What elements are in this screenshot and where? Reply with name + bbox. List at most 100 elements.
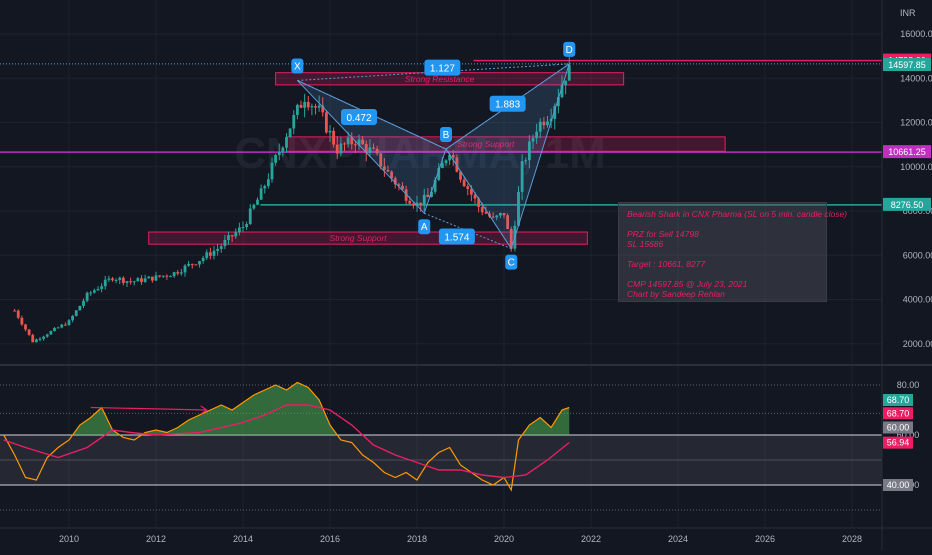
candle-body (535, 131, 539, 139)
ratio-badge: 1.574 (438, 228, 475, 245)
rsi-tag-label: 40.00 (887, 480, 910, 490)
candle-body (263, 186, 267, 189)
candle-body (339, 143, 343, 154)
candle-body (288, 128, 292, 138)
pattern-point-d: D (563, 41, 576, 57)
price-tag-box (883, 58, 931, 72)
candle-body (42, 336, 46, 339)
candle-body (426, 194, 430, 197)
price-tick-label: 4000.00 (903, 295, 932, 305)
candle-body (241, 226, 245, 228)
candle-body (125, 281, 129, 283)
candle-body (216, 248, 220, 251)
candle-body (372, 147, 375, 149)
candle-body (281, 147, 285, 152)
ratio-badge-box (424, 59, 461, 76)
candle-body (237, 227, 241, 233)
candle-body (67, 320, 71, 326)
candle-body (433, 180, 437, 192)
pattern-point-badge (505, 254, 518, 270)
price-tag: 14597.85 (883, 58, 931, 72)
candle-body (205, 252, 209, 258)
price-tag-label: 14597.85 (888, 60, 926, 70)
candle-body (310, 106, 314, 108)
candle-body (411, 203, 415, 206)
x-tick-label: 2022 (581, 534, 601, 544)
trade-note-box: Bearish Shark in CNX Pharma (SL on 5 min… (618, 202, 847, 302)
x-tick-label: 2026 (755, 534, 775, 544)
candle-body (455, 157, 459, 172)
candle-body (560, 85, 564, 98)
rsi-tag-box (883, 436, 913, 449)
candle-body (60, 324, 64, 328)
candle-body (524, 160, 528, 162)
candle-body (466, 186, 470, 189)
candle-body (393, 178, 397, 185)
x-tick-label: 2028 (842, 534, 862, 544)
candle-body (546, 121, 549, 126)
note-line: Target : 10661, 8277 (627, 259, 706, 269)
rsi-arrow-head (200, 405, 208, 415)
pattern-point-badge (418, 219, 431, 235)
candle-body (56, 327, 60, 329)
rsi-tag: 68.70 (883, 407, 913, 420)
candle-body (176, 272, 180, 274)
note-line (627, 249, 818, 259)
ratio-label: 0.472 (346, 113, 371, 124)
candle-body (82, 300, 85, 306)
candle-body (332, 130, 336, 145)
candle-body (448, 154, 452, 161)
candle-body (78, 305, 82, 311)
candle-body (520, 161, 524, 192)
candle-body (292, 114, 296, 129)
candle-body (230, 235, 234, 237)
note-line: CMP 14597.85 @ July 23, 2021 (627, 279, 748, 289)
candle-body (183, 265, 187, 273)
candle-body (451, 154, 455, 158)
price-tick-label: 12000.00 (900, 118, 932, 128)
candle-body (382, 166, 386, 170)
candle-body (484, 212, 488, 214)
candle-body (16, 310, 20, 318)
currency-label: INR (900, 8, 916, 18)
candle-body (245, 223, 249, 227)
candle-body (379, 153, 383, 167)
candle-body (208, 252, 212, 256)
rsi-overbought-fill (3, 382, 570, 435)
candle-body (270, 162, 274, 180)
price-tag-label: 10661.25 (888, 147, 926, 157)
price-tick-label: 10000.00 (900, 162, 932, 172)
price-tag: 10661.25 (883, 145, 931, 159)
candle-body (404, 189, 408, 201)
candle-body (252, 204, 256, 209)
pattern-point-x: X (291, 58, 304, 74)
candle-body (27, 329, 31, 335)
candle-body (527, 141, 531, 161)
ratio-label: 1.883 (495, 100, 520, 111)
price-tick-label: 8000.00 (903, 206, 932, 216)
pattern-point-b: B (440, 127, 452, 143)
candle-body (85, 292, 89, 301)
rsi-tag-box (883, 479, 913, 491)
x-tick-label: 2010 (59, 534, 79, 544)
candle-body (506, 215, 510, 229)
x-tick-label: 2014 (233, 534, 253, 544)
candle-body (227, 235, 230, 240)
pattern-point-label: X (294, 61, 301, 72)
candle-body (422, 194, 426, 206)
candle-body (150, 276, 154, 281)
rsi-tag-label: 68.70 (887, 408, 910, 418)
ratio-badge: 1.883 (489, 95, 526, 112)
candle-body (256, 199, 259, 205)
rsi-tag-label: 56.94 (887, 438, 910, 448)
candle-body (564, 80, 568, 86)
candle-body (538, 121, 542, 132)
candle-body (187, 263, 191, 266)
ratio-label: 1.574 (444, 232, 469, 243)
candle-body (161, 275, 165, 277)
pattern-point-badge (440, 127, 452, 143)
candle-body (321, 105, 325, 113)
x-tick-label: 2024 (668, 534, 688, 544)
